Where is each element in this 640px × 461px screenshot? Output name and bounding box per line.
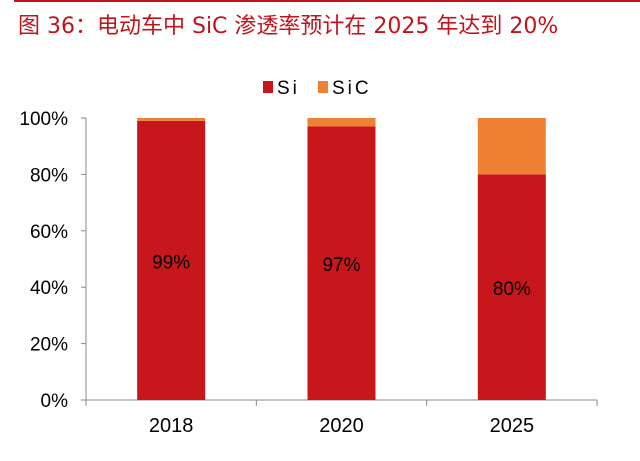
bar-si-2018 [137,120,206,400]
bar-si-2020 [307,126,376,401]
chart-title: 图 36：电动车中 SiC 渗透率预计在 2025 年达到 20% [18,14,559,39]
bar-si-2025 [477,174,546,400]
x-tick-label: 2020 [319,415,364,437]
y-tick-label: 20% [30,335,68,356]
y-tick-label: 0% [41,391,69,412]
y-tick-label: 100% [19,109,68,130]
y-tick-label: 80% [30,165,68,186]
data-label: 80% [493,279,531,300]
legend-label: Si [277,78,300,99]
legend-label: SiC [332,78,372,99]
x-tick-label: 2025 [490,415,535,437]
bar-sic-2020 [307,118,376,127]
bar-sic-2025 [477,118,546,175]
legend-swatch-sic [318,81,328,93]
legend-swatch-si [263,81,273,93]
data-label: 97% [322,255,360,276]
y-tick-label: 60% [30,222,68,243]
x-tick-label: 2018 [149,415,194,437]
data-label: 99% [152,252,190,273]
bar-sic-2018 [137,118,206,121]
top-rule [14,0,640,2]
y-tick-label: 40% [30,278,68,299]
